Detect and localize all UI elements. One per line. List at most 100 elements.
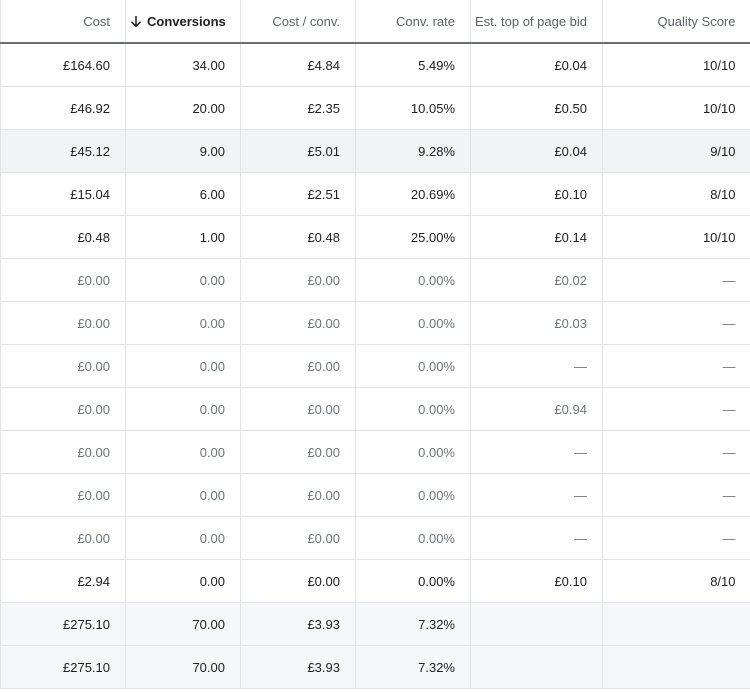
- cell: 10/10: [602, 86, 750, 130]
- table-row: £275.10 70.00 £3.93 7.32%: [0, 645, 750, 689]
- cell: 6.00: [125, 172, 241, 216]
- cell: —: [602, 387, 750, 431]
- table-row: £0.00 0.00 £0.00 0.00% — —: [0, 344, 750, 388]
- cell: 0.00%: [355, 559, 471, 603]
- cell: 1.00: [125, 215, 241, 259]
- column-header[interactable]: Est. top of page bid: [470, 0, 603, 44]
- cell: £0.50: [470, 86, 603, 130]
- table-body: £164.60 34.00 £4.84 5.49% £0.04 10/10 £46.92 20…: [0, 43, 750, 689]
- cell: £0.10: [470, 559, 603, 603]
- cell: —: [602, 301, 750, 345]
- cell: 20.69%: [355, 172, 471, 216]
- cell: 70.00: [125, 602, 241, 646]
- cell: 0.00: [125, 473, 241, 517]
- cell: £0.00: [240, 387, 356, 431]
- table-row: £0.00 0.00 £0.00 0.00% — —: [0, 473, 750, 517]
- cell: £0.00: [0, 387, 126, 431]
- cell: 0.00%: [355, 387, 471, 431]
- table-row: £2.94 0.00 £0.00 0.00% £0.10 8/10: [0, 559, 750, 603]
- cell: —: [602, 516, 750, 560]
- cell: 5.49%: [355, 43, 471, 87]
- cell: 0.00: [125, 301, 241, 345]
- cell: 0.00%: [355, 258, 471, 302]
- cell: 0.00%: [355, 344, 471, 388]
- empty-cell: [602, 645, 750, 689]
- cell: —: [470, 344, 603, 388]
- cell: £0.00: [240, 516, 356, 560]
- cell: 7.32%: [355, 602, 471, 646]
- cell: 0.00%: [355, 516, 471, 560]
- table-row: £0.00 0.00 £0.00 0.00% £0.03—: [0, 301, 750, 345]
- cell: £0.00: [240, 344, 356, 388]
- cell: £0.00: [240, 301, 356, 345]
- header-label: Cost / conv.: [272, 13, 340, 29]
- cell: 20.00: [125, 86, 241, 130]
- cell: 0.00: [125, 430, 241, 474]
- header-label: Cost: [83, 13, 110, 29]
- cell: £0.03: [470, 301, 603, 345]
- cell: —: [470, 473, 603, 517]
- empty-cell: [602, 602, 750, 646]
- cell: £5.01: [240, 129, 356, 173]
- cell: £164.60: [0, 43, 126, 87]
- cell: 34.00: [125, 43, 241, 87]
- empty-cell: [470, 645, 603, 689]
- cell: 70.00: [125, 645, 241, 689]
- empty-cell: [470, 602, 603, 646]
- cell: £0.00: [0, 430, 126, 474]
- cell: £0.00: [240, 473, 356, 517]
- table-row: £15.04 6.00 £2.51 20.69% £0.10 8/10: [0, 172, 750, 216]
- cell: £0.00: [240, 258, 356, 302]
- cell: £2.94: [0, 559, 126, 603]
- column-header[interactable]: Cost / conv.: [240, 0, 356, 44]
- cell: £275.10: [0, 602, 126, 646]
- cell: £0.10: [470, 172, 603, 216]
- column-header[interactable]: Cost: [0, 0, 126, 44]
- header-label: Quality Score: [657, 13, 736, 29]
- cell: 10/10: [602, 43, 750, 87]
- cell: £4.84: [240, 43, 356, 87]
- cell: £2.51: [240, 172, 356, 216]
- cell: 0.00%: [355, 301, 471, 345]
- cell: 0.00: [125, 387, 241, 431]
- cell: 10.05%: [355, 86, 471, 130]
- cell: £2.35: [240, 86, 356, 130]
- cell: —: [602, 344, 750, 388]
- cell: 9/10: [602, 129, 750, 173]
- table-row: £275.10 70.00 £3.93 7.32%: [0, 602, 750, 646]
- cell: 0.00: [125, 344, 241, 388]
- table-row: £164.60 34.00 £4.84 5.49% £0.04 10/10: [0, 43, 750, 87]
- table-row: £46.92 20.00 £2.35 10.05% £0.50 10/10: [0, 86, 750, 130]
- cell: 8/10: [602, 559, 750, 603]
- cell: £0.00: [240, 430, 356, 474]
- table-row: £0.48 1.00 £0.48 25.00% £0.14 10/10: [0, 215, 750, 259]
- cell: —: [470, 516, 603, 560]
- cell: 0.00%: [355, 430, 471, 474]
- cell: £0.04: [470, 43, 603, 87]
- cell: £0.00: [0, 301, 126, 345]
- cell: £0.00: [0, 258, 126, 302]
- cell: 10/10: [602, 215, 750, 259]
- cell: £0.94: [470, 387, 603, 431]
- column-header[interactable]: Conv. rate: [355, 0, 471, 44]
- table-row: £45.12 9.00 £5.01 9.28% £0.04 9/10: [0, 129, 750, 173]
- cell: £0.48: [240, 215, 356, 259]
- cell: £45.12: [0, 129, 126, 173]
- cell: £275.10: [0, 645, 126, 689]
- table-row: £0.00 0.00 £0.00 0.00% — —: [0, 430, 750, 474]
- cell: 9.28%: [355, 129, 471, 173]
- header-label: Est. top of page bid: [475, 13, 588, 29]
- cell: —: [602, 258, 750, 302]
- cell: £0.04: [470, 129, 603, 173]
- cell: —: [470, 430, 603, 474]
- cell: £0.02: [470, 258, 603, 302]
- cell: —: [602, 430, 750, 474]
- sort-arrow-icon: [130, 15, 142, 27]
- column-header[interactable]: Quality Score: [602, 0, 750, 44]
- cell: 9.00: [125, 129, 241, 173]
- column-header[interactable]: Conversions: [125, 0, 241, 44]
- table-row: £0.00 0.00 £0.00 0.00% £0.94—: [0, 387, 750, 431]
- cell: 0.00: [125, 559, 241, 603]
